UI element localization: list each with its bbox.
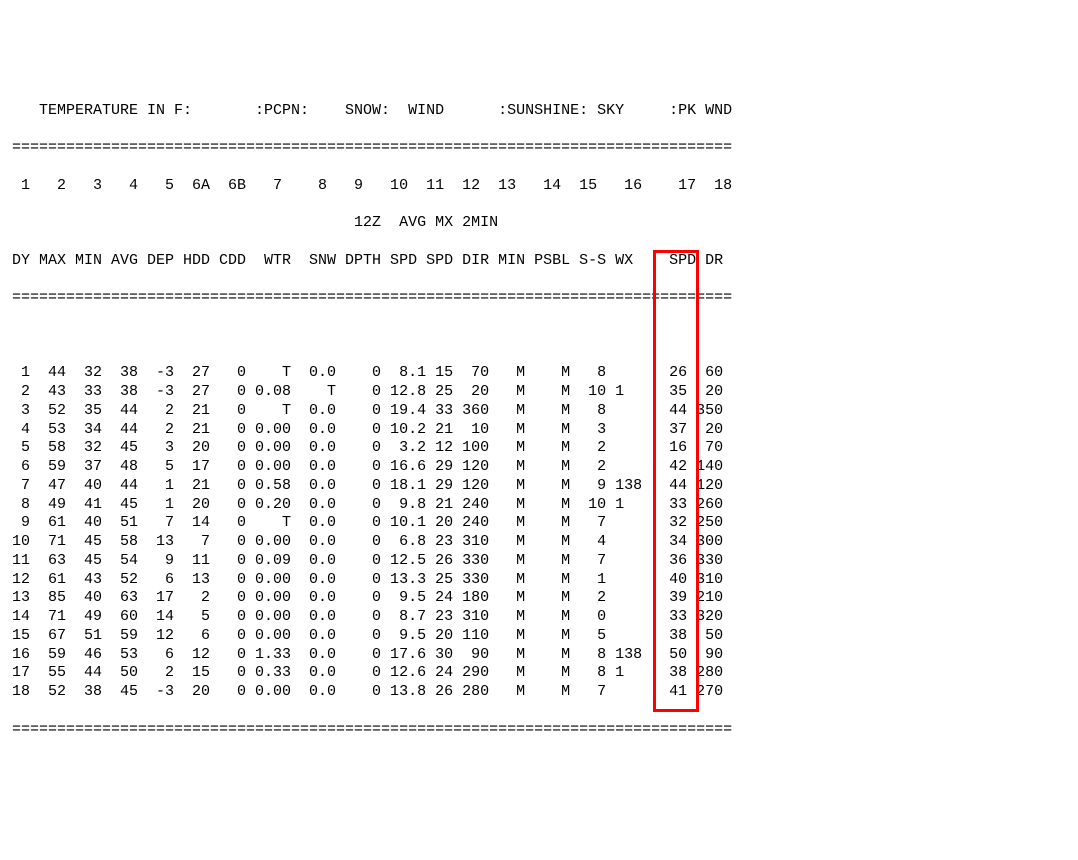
group-header-line: TEMPERATURE IN F: :PCPN: SNOW: WIND :SUN… <box>12 102 732 121</box>
table-row: 1 44 32 38 -3 27 0 T 0.0 0 8.1 15 70 M M… <box>12 364 732 383</box>
table-row: 12 61 43 52 6 13 0 0.00 0.0 0 13.3 25 33… <box>12 571 732 590</box>
divider: ========================================… <box>12 289 732 308</box>
column-numbers: 1 2 3 4 5 6A 6B 7 8 9 10 11 12 13 14 15 … <box>12 177 732 196</box>
table-row: 15 67 51 59 12 6 0 0.00 0.0 0 9.5 20 110… <box>12 627 732 646</box>
table-row: 17 55 44 50 2 15 0 0.33 0.0 0 12.6 24 29… <box>12 664 732 683</box>
column-subheader: 12Z AVG MX 2MIN <box>12 214 732 233</box>
table-row: 6 59 37 48 5 17 0 0.00 0.0 0 16.6 29 120… <box>12 458 732 477</box>
table-row: 9 61 40 51 7 14 0 T 0.0 0 10.1 20 240 M … <box>12 514 732 533</box>
table-row: 2 43 33 38 -3 27 0 0.08 T 0 12.8 25 20 M… <box>12 383 732 402</box>
table-body: 1 44 32 38 -3 27 0 T 0.0 0 8.1 15 70 M M… <box>12 364 732 702</box>
divider: ========================================… <box>12 721 732 740</box>
table-row: 4 53 34 44 2 21 0 0.00 0.0 0 10.2 21 10 … <box>12 421 732 440</box>
table-row: 5 58 32 45 3 20 0 0.00 0.0 0 3.2 12 100 … <box>12 439 732 458</box>
table-row: 3 52 35 44 2 21 0 T 0.0 0 19.4 33 360 M … <box>12 402 732 421</box>
table-row: 10 71 45 58 13 7 0 0.00 0.0 0 6.8 23 310… <box>12 533 732 552</box>
table-row: 8 49 41 45 1 20 0 0.20 0.0 0 9.8 21 240 … <box>12 496 732 515</box>
table-row: 14 71 49 60 14 5 0 0.00 0.0 0 8.7 23 310… <box>12 608 732 627</box>
table-row: 18 52 38 45 -3 20 0 0.00 0.0 0 13.8 26 2… <box>12 683 732 702</box>
table-row: 11 63 45 54 9 11 0 0.09 0.0 0 12.5 26 33… <box>12 552 732 571</box>
blank-line <box>12 327 732 346</box>
table-row: 16 59 46 53 6 12 0 1.33 0.0 0 17.6 30 90… <box>12 646 732 665</box>
table-row: 13 85 40 63 17 2 0 0.00 0.0 0 9.5 24 180… <box>12 589 732 608</box>
table-row: 7 47 40 44 1 21 0 0.58 0.0 0 18.1 29 120… <box>12 477 732 496</box>
divider: ========================================… <box>12 139 732 158</box>
column-header: DY MAX MIN AVG DEP HDD CDD WTR SNW DPTH … <box>12 252 732 271</box>
weather-table: TEMPERATURE IN F: :PCPN: SNOW: WIND :SUN… <box>12 83 732 777</box>
